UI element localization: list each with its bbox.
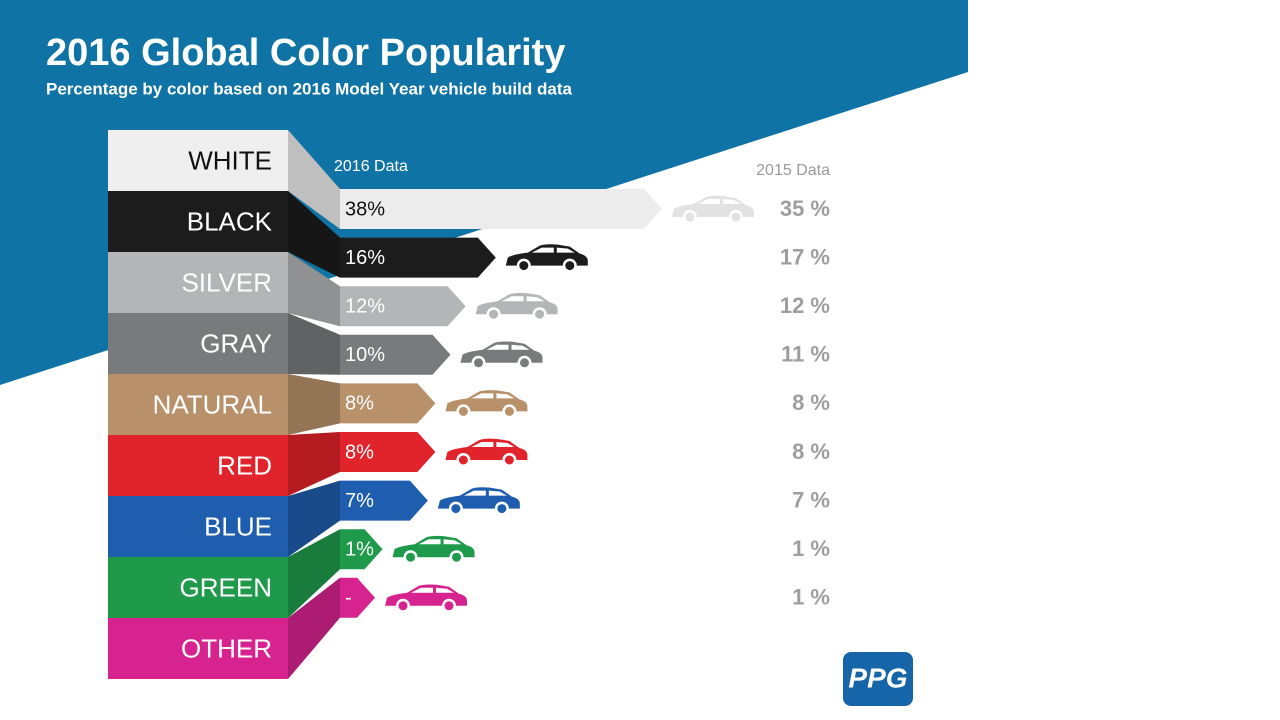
car-wheel [458,455,468,465]
chart-subtitle: Percentage by color based on 2016 Model … [46,79,572,98]
car-wheel [406,552,416,562]
car [392,535,475,565]
value-2015: 8 % [792,390,830,415]
category-label: BLACK [187,206,273,236]
logo: PPG [848,662,907,693]
value-label: 38% [345,198,385,220]
bar [340,383,436,424]
value-2015: 8 % [792,439,830,464]
bar [340,480,428,521]
car-window [418,539,462,545]
car [475,292,558,322]
value-label: - [345,587,352,609]
series-header: 2016 Data [334,158,408,175]
car-wheel [444,601,454,611]
car [671,195,754,224]
category-block [108,496,288,557]
category-block [108,313,288,374]
car [445,390,528,419]
category-label: OTHER [181,633,272,663]
bar [340,237,496,278]
category-block [108,618,288,679]
bar [340,432,436,472]
category-block [108,557,288,618]
car-wheel [504,406,514,416]
connector [288,374,340,435]
car-window [463,490,507,496]
category-label: RED [217,450,272,480]
bar [340,189,662,229]
value-2015: 17 % [780,244,830,269]
value-2015: 35 % [780,196,830,221]
value-label: 8% [345,441,374,463]
bar [340,529,383,570]
value-label: 12% [345,295,385,317]
rows: WHITE 38% 35 % BLACK 16% 17 % SILVER 12% 12 % GRA… [108,130,830,679]
category-label: WHITE [188,145,272,175]
connector [288,252,340,327]
connector [288,480,340,557]
series-header: 2015 Data [756,162,830,179]
car-window [471,393,515,399]
car-wheel [520,358,529,368]
car-wheel [458,406,468,416]
car-window [697,199,741,204]
category-block [108,435,288,496]
car-wheel [398,601,408,611]
category-block [108,374,288,435]
category-block [108,130,288,191]
connector [288,432,340,496]
bar [340,286,466,327]
connector [288,313,340,375]
value-2015: 12 % [780,293,830,318]
car [505,244,588,273]
bar [340,334,451,375]
value-2015: 1 % [792,585,830,610]
car-wheel [489,309,499,319]
car [437,487,520,516]
connector [288,577,340,679]
category-label: GREEN [180,572,272,602]
car-wheel [451,504,461,514]
logo-box [843,652,913,706]
connector [288,529,340,618]
car-wheel [504,455,514,465]
car-wheel [519,261,529,271]
car-window [486,344,530,350]
bar [340,577,375,618]
category-label: GRAY [200,328,272,358]
car-window [531,247,575,253]
category-label: SILVER [181,267,272,297]
value-label: 10% [345,344,385,366]
car-window [501,296,545,302]
car-wheel [565,261,575,271]
chart-title: 2016 Global Color Popularity [46,32,565,74]
value-label: 7% [345,490,374,512]
value-2015: 11 % [781,342,830,367]
value-2015: 7 % [792,487,830,512]
value-label: 8% [345,393,374,415]
car-wheel [474,358,483,368]
car-wheel [497,504,507,514]
value-label: 16% [345,247,385,269]
connector [288,130,340,229]
car-window [471,442,515,447]
category-label: NATURAL [153,389,272,419]
car [445,438,528,467]
car [460,341,543,370]
car-wheel [731,212,741,222]
category-block [108,191,288,252]
value-label: 1% [345,538,374,560]
category-label: BLUE [204,511,272,541]
connector [288,191,340,278]
value-2015: 1 % [792,536,830,561]
car-wheel [452,552,462,562]
car [385,584,467,613]
car-wheel [685,212,695,222]
car-wheel [535,309,545,319]
category-block [108,252,288,313]
car-window [411,587,454,593]
